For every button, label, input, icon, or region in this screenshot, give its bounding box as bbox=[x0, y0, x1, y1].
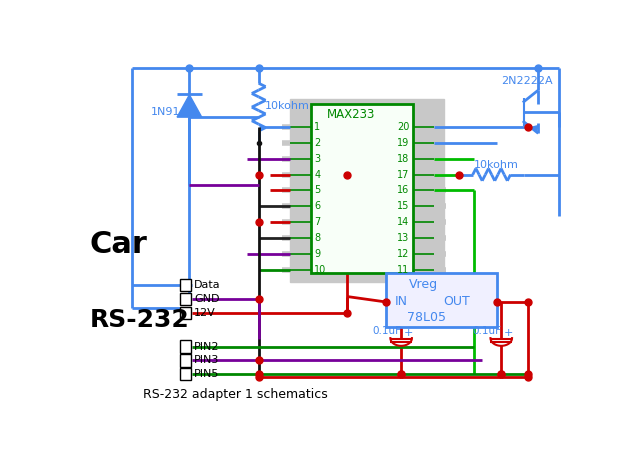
Text: 12: 12 bbox=[397, 249, 410, 259]
Bar bbox=[180, 292, 191, 305]
Text: 2: 2 bbox=[314, 138, 321, 148]
Text: 12V: 12V bbox=[194, 308, 216, 318]
Text: 78L05: 78L05 bbox=[407, 311, 446, 324]
Bar bbox=[291, 104, 310, 277]
Text: 19: 19 bbox=[397, 138, 410, 148]
Polygon shape bbox=[532, 126, 538, 132]
Text: PIN3: PIN3 bbox=[194, 356, 220, 365]
Bar bbox=[180, 368, 191, 381]
Text: 13: 13 bbox=[397, 233, 410, 243]
Text: 17: 17 bbox=[397, 170, 410, 180]
Bar bbox=[180, 354, 191, 367]
Text: 10kohm: 10kohm bbox=[265, 101, 310, 111]
Bar bbox=[413, 104, 442, 234]
Bar bbox=[289, 99, 444, 282]
Text: Data: Data bbox=[194, 280, 221, 290]
Text: 9: 9 bbox=[314, 249, 320, 259]
Text: PIN5: PIN5 bbox=[194, 369, 220, 379]
Text: 1N914: 1N914 bbox=[151, 107, 188, 117]
Text: 0.1uF: 0.1uF bbox=[473, 326, 502, 336]
Text: 3: 3 bbox=[314, 154, 320, 164]
Text: 4: 4 bbox=[314, 170, 320, 180]
Text: 14: 14 bbox=[397, 217, 410, 227]
Bar bbox=[386, 274, 497, 327]
Text: 5: 5 bbox=[314, 185, 321, 195]
Text: 2N2222A: 2N2222A bbox=[501, 76, 553, 86]
Text: 18: 18 bbox=[397, 154, 410, 164]
Text: 7: 7 bbox=[314, 217, 321, 227]
Text: 10: 10 bbox=[314, 265, 326, 274]
Text: 0.1uF: 0.1uF bbox=[372, 326, 402, 336]
Bar bbox=[180, 279, 191, 291]
Text: +: + bbox=[504, 328, 513, 338]
Bar bbox=[180, 306, 191, 319]
Text: +: + bbox=[403, 328, 413, 338]
Text: 11: 11 bbox=[397, 265, 410, 274]
Polygon shape bbox=[177, 95, 202, 117]
Text: 16: 16 bbox=[397, 185, 410, 195]
Text: IN: IN bbox=[395, 296, 408, 308]
Text: RS-232: RS-232 bbox=[90, 308, 189, 332]
Text: GND: GND bbox=[194, 294, 220, 304]
Text: OUT: OUT bbox=[444, 296, 470, 308]
Text: Vreg: Vreg bbox=[409, 278, 438, 291]
Text: 1: 1 bbox=[314, 122, 320, 132]
Text: 15: 15 bbox=[397, 201, 410, 212]
Text: 8: 8 bbox=[314, 233, 320, 243]
Text: 6: 6 bbox=[314, 201, 320, 212]
Text: MAX233: MAX233 bbox=[326, 108, 375, 122]
Text: 10kohm: 10kohm bbox=[474, 160, 519, 171]
Bar bbox=[180, 341, 191, 353]
Text: Car: Car bbox=[90, 230, 147, 260]
Text: RS-232 adapter 1 schematics: RS-232 adapter 1 schematics bbox=[143, 388, 328, 401]
Text: 20: 20 bbox=[397, 122, 410, 132]
Text: PIN2: PIN2 bbox=[194, 342, 220, 351]
Bar bbox=[311, 104, 413, 274]
